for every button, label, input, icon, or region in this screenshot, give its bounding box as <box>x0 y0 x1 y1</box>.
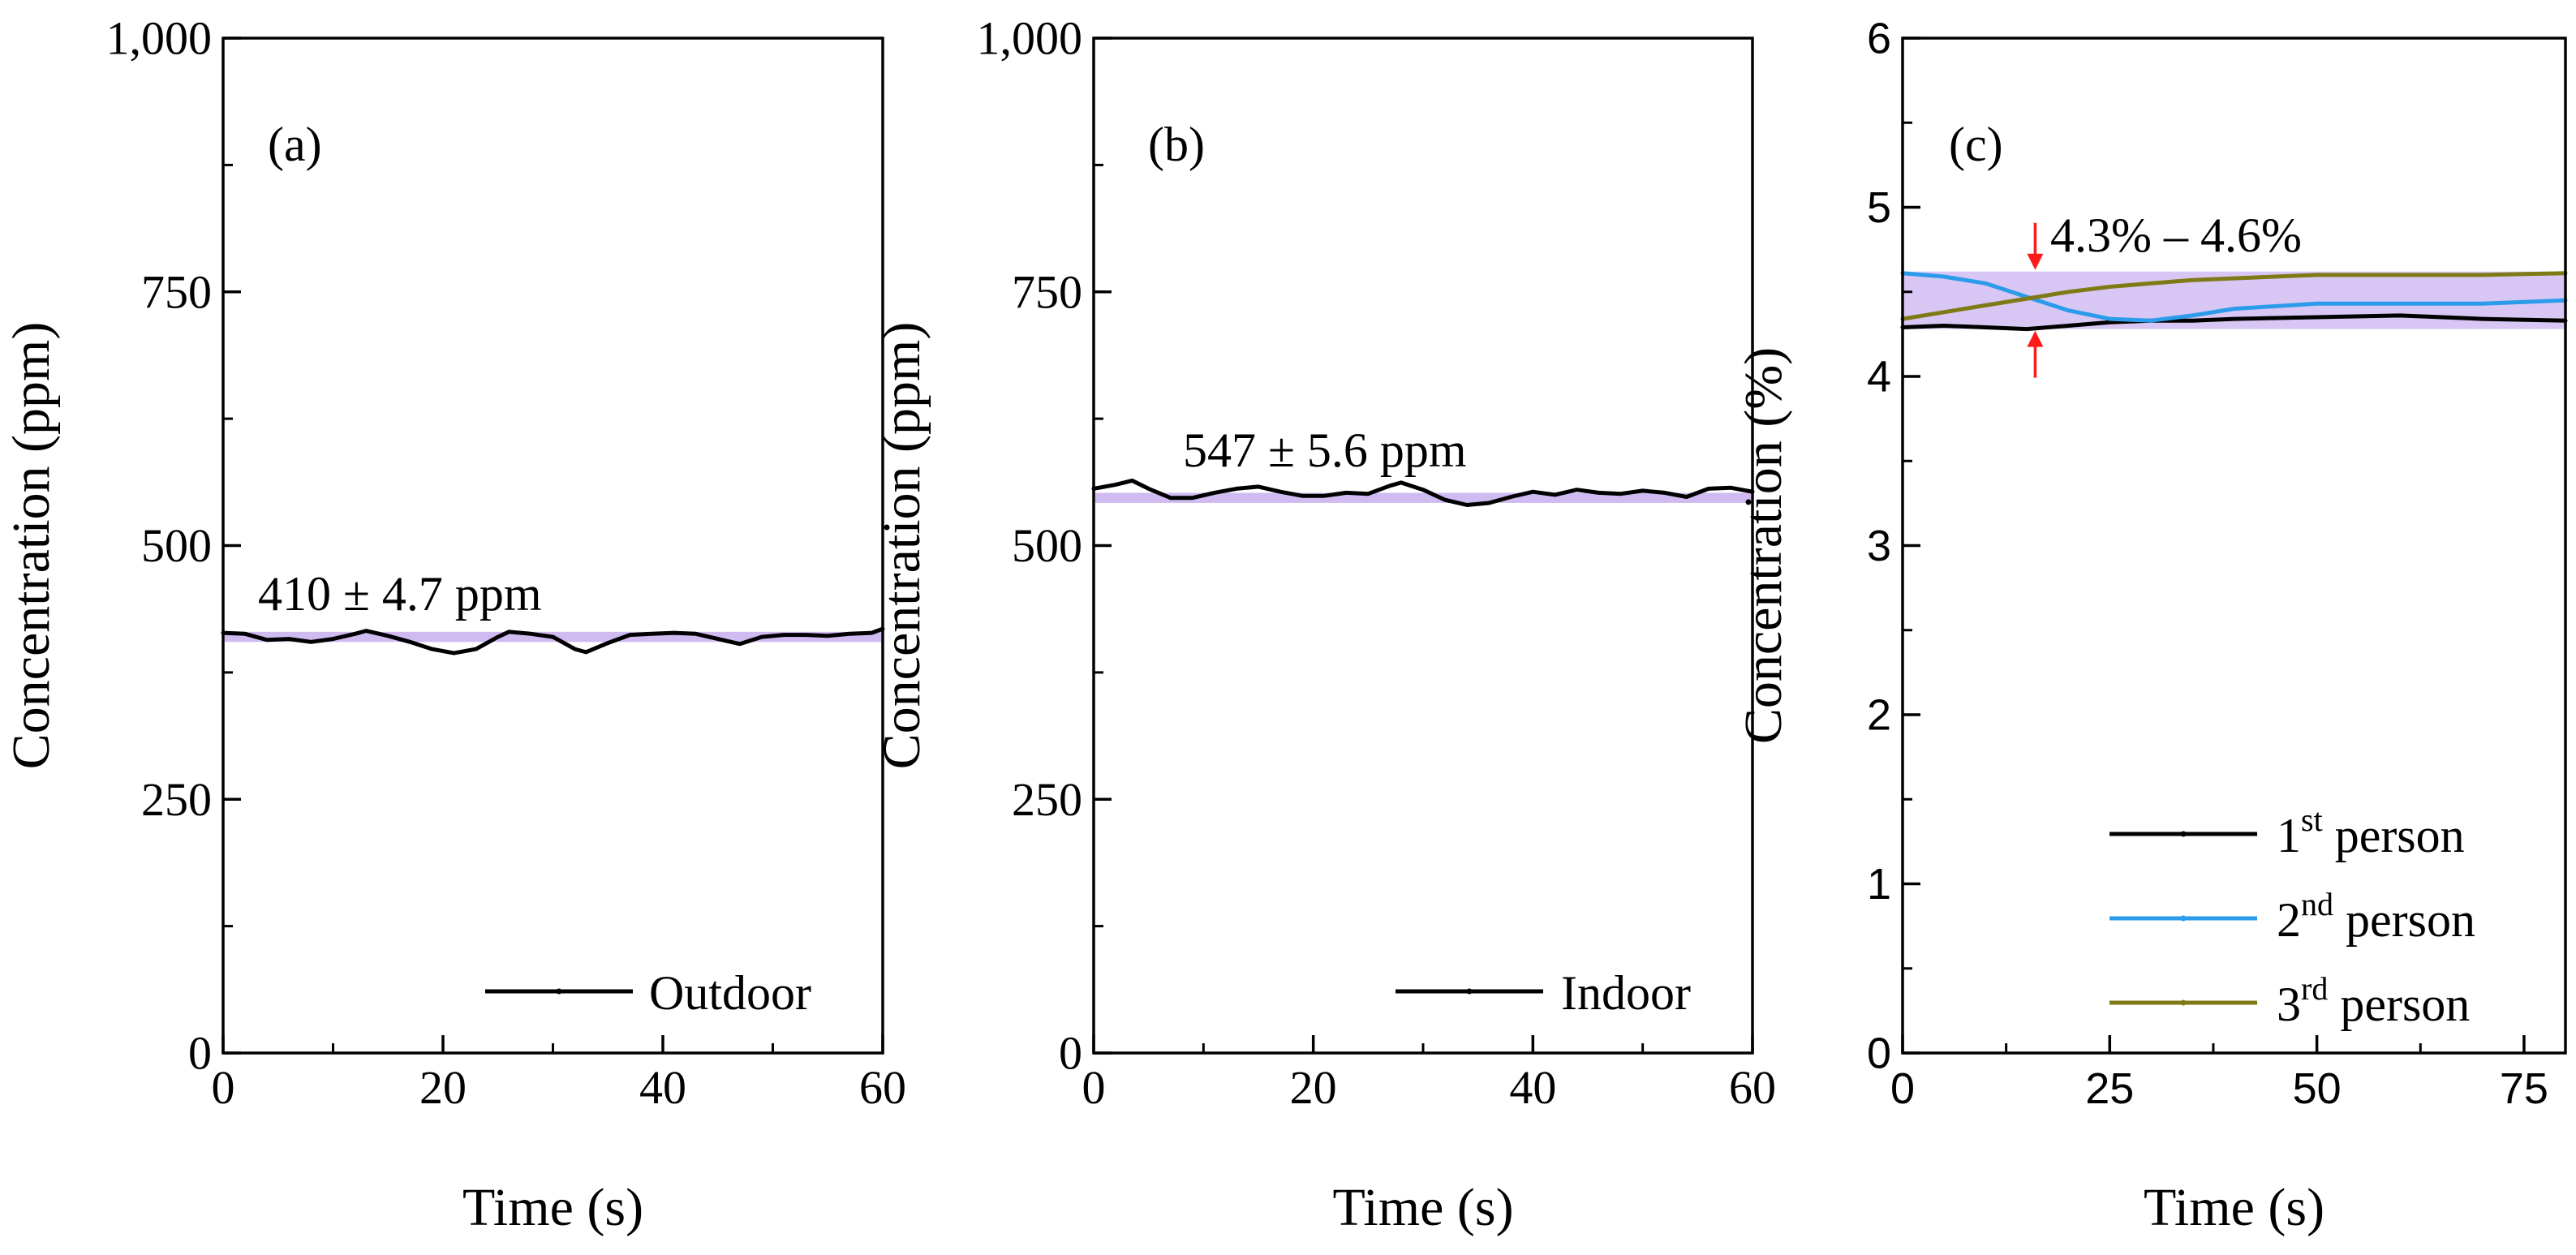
x-tick-label: 20 <box>419 1061 467 1114</box>
y-tick-label: 250 <box>141 773 212 826</box>
x-tick-label: 40 <box>1509 1061 1556 1114</box>
range-annotation: 410 ± 4.7 ppm <box>258 567 542 621</box>
arrow-head-icon <box>2027 253 2044 270</box>
chart-panel-c: 0 1 2 3 4 5 6 0 25 50 75 Time (s) Concentration (%) (… <box>1734 14 2568 1237</box>
y-tick-label: 250 <box>1012 773 1082 826</box>
x-tick-label: 40 <box>639 1061 686 1114</box>
y-tick-label: 0 <box>1059 1027 1082 1080</box>
arrow-head-icon <box>2027 330 2044 347</box>
x-tick-label: 60 <box>859 1061 906 1114</box>
legend-marker <box>1466 988 1473 995</box>
panel-label: (a) <box>268 118 322 171</box>
y-axis-title: Concentration (ppm) <box>2 322 61 770</box>
legend-marker <box>2180 999 2187 1006</box>
series-line-3rd-person <box>1900 271 2568 321</box>
y-tick-label: 750 <box>141 265 212 318</box>
x-axis-title: Time (s) <box>2144 1178 2324 1237</box>
legend-label: 2nd person <box>2277 886 2475 947</box>
legend-label: Indoor <box>1561 966 1691 1020</box>
plot-frame <box>1092 37 1754 1055</box>
x-tick-label: 25 <box>2085 1064 2134 1113</box>
legend-label: 3rd person <box>2277 970 2470 1031</box>
x-tick-label: 20 <box>1290 1061 1337 1114</box>
x-axis-title: Time (s) <box>462 1178 643 1237</box>
series-line-indoor <box>1091 478 1755 507</box>
y-tick-label: 750 <box>1012 265 1082 318</box>
legend-marker <box>2180 831 2187 837</box>
y-tick-label: 1,000 <box>977 12 1083 65</box>
x-axis-title: Time (s) <box>1332 1178 1513 1237</box>
panel-label: (c) <box>1949 118 2003 171</box>
y-axis-title: Concentration (ppm) <box>872 322 931 770</box>
series-line-outdoor <box>221 626 885 655</box>
y-tick-label: 1 <box>1867 860 1891 909</box>
plot-frame <box>221 37 884 1055</box>
y-axis-title: Concentration (%) <box>1734 347 1793 744</box>
y-tick-label: 500 <box>141 519 212 572</box>
range-annotation: 547 ± 5.6 ppm <box>1183 423 1467 477</box>
value-range-band <box>1095 492 1751 503</box>
legend-marker <box>556 988 562 995</box>
y-tick-label: 0 <box>188 1027 212 1080</box>
y-tick-label: 5 <box>1867 183 1891 232</box>
legend-label: Outdoor <box>649 966 811 1020</box>
legend-label: 1st person <box>2277 802 2465 862</box>
x-tick-label: 50 <box>2293 1064 2342 1113</box>
x-tick-label: 0 <box>1890 1064 1915 1113</box>
y-tick-label: 0 <box>1867 1029 1891 1077</box>
x-tick-label: 0 <box>212 1061 235 1114</box>
y-tick-label: 4 <box>1867 352 1891 401</box>
x-tick-label: 60 <box>1729 1061 1776 1114</box>
y-tick-label: 3 <box>1867 522 1891 570</box>
y-tick-label: 6 <box>1867 14 1891 62</box>
range-annotation: 4.3% – 4.6% <box>2050 208 2302 262</box>
panel-label: (b) <box>1148 118 1205 171</box>
y-tick-label: 1,000 <box>106 12 213 65</box>
y-tick-label: 500 <box>1012 519 1082 572</box>
x-tick-label: 0 <box>1082 1061 1106 1114</box>
chart-panel-b: 0 250 500 750 1,000 0 20 40 60 Time (s) Concentrat… <box>872 12 1776 1237</box>
legend-marker <box>2180 915 2187 922</box>
series-line-2nd-person <box>1900 271 2568 323</box>
x-tick-label: 75 <box>2500 1064 2548 1113</box>
chart-panel-a: 0 250 500 750 1,000 0 20 40 60 Time (s) Concentrat… <box>2 12 906 1237</box>
y-tick-label: 2 <box>1867 690 1891 739</box>
